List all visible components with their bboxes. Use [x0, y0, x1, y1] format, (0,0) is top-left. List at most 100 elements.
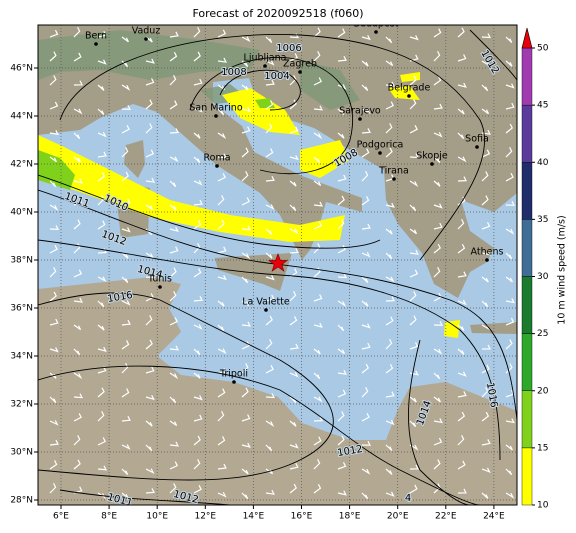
lat-label: 36°N	[10, 304, 33, 314]
barb	[97, 324, 105, 331]
barb	[361, 196, 370, 206]
barb	[409, 35, 419, 41]
barb	[265, 60, 275, 66]
barb	[481, 84, 489, 92]
city-dot	[158, 285, 162, 289]
isobar-label: 4	[405, 493, 411, 504]
barb	[265, 275, 275, 281]
colorbar-tick-label: 50	[537, 44, 549, 54]
barb	[481, 300, 489, 308]
barb	[145, 488, 155, 494]
barb	[505, 492, 515, 499]
barb	[361, 363, 369, 374]
barb	[97, 131, 107, 138]
barb	[481, 276, 489, 283]
barb	[217, 436, 226, 446]
lon-label: 20°E	[387, 512, 409, 522]
barb	[97, 31, 107, 38]
barb	[193, 395, 203, 401]
axes-labels: 6°E 8°E 10°E 12°E 14°E 16°E 18°E 20°E 22°E 24°E 28…	[10, 64, 505, 522]
barb	[289, 290, 297, 302]
isobar	[38, 189, 517, 421]
event-marker	[267, 252, 289, 272]
colorbar-tick-label: 45	[537, 101, 548, 111]
barb	[49, 51, 57, 62]
barb	[97, 172, 106, 182]
isobar	[38, 239, 501, 461]
barb	[433, 396, 441, 403]
barb	[385, 491, 395, 497]
barb	[481, 387, 489, 398]
barb	[457, 219, 465, 230]
barb	[313, 267, 321, 278]
barb	[145, 315, 153, 326]
barb	[361, 223, 371, 230]
barb	[217, 388, 226, 398]
barb	[457, 324, 465, 331]
city-dot	[485, 258, 489, 262]
barb	[361, 34, 371, 41]
barb	[217, 246, 227, 254]
barb	[433, 222, 443, 230]
barb	[289, 99, 297, 110]
barb	[145, 149, 155, 158]
colorbar-tick-label: 25	[537, 329, 548, 339]
barb	[457, 371, 467, 377]
barb	[457, 391, 467, 398]
barb	[241, 106, 251, 113]
barb	[97, 276, 107, 283]
barb	[217, 300, 225, 307]
barb	[481, 60, 491, 68]
barb	[313, 201, 323, 207]
lon-label: 22°E	[435, 512, 457, 522]
barb	[217, 410, 225, 422]
isobar-label: 1004	[264, 71, 289, 82]
barb	[49, 130, 59, 136]
barb	[121, 340, 130, 350]
barb	[217, 219, 225, 230]
barb	[49, 267, 57, 278]
city-dot	[232, 380, 236, 384]
barb	[241, 276, 249, 284]
colorbar-label: 10 m wind speed (m/s)	[557, 215, 568, 324]
barb	[73, 219, 81, 230]
barb	[145, 123, 153, 134]
title: Forecast of 2020092518 (f060)	[192, 7, 363, 20]
barb	[385, 147, 393, 158]
lat-label: 42°N	[10, 160, 33, 170]
barb	[409, 420, 417, 428]
barb	[145, 252, 155, 260]
barb	[409, 75, 417, 86]
colorbar-segment	[521, 333, 533, 391]
barb	[385, 316, 394, 326]
barb	[265, 252, 273, 259]
barb	[313, 51, 321, 62]
barb	[385, 296, 395, 302]
barb	[241, 147, 249, 158]
barb	[409, 444, 419, 451]
barb	[121, 362, 129, 374]
barb	[409, 125, 418, 134]
barb	[217, 324, 225, 332]
barb	[265, 228, 273, 236]
colorbar-tick-label: 35	[537, 215, 548, 225]
city-label: Athens	[471, 247, 504, 258]
barb	[73, 269, 83, 278]
barb	[217, 153, 227, 159]
barb	[217, 108, 225, 116]
barb	[457, 54, 467, 62]
barb	[433, 132, 443, 138]
barb	[289, 228, 299, 234]
barb	[337, 155, 347, 161]
barb	[121, 276, 129, 284]
barb	[481, 33, 491, 39]
barb	[121, 84, 131, 91]
barb	[385, 419, 395, 426]
isobar	[59, 34, 485, 261]
city-dot	[374, 30, 378, 34]
barb	[193, 220, 202, 230]
city-dot	[407, 94, 411, 98]
barb	[49, 180, 57, 188]
city-dot	[475, 145, 479, 149]
